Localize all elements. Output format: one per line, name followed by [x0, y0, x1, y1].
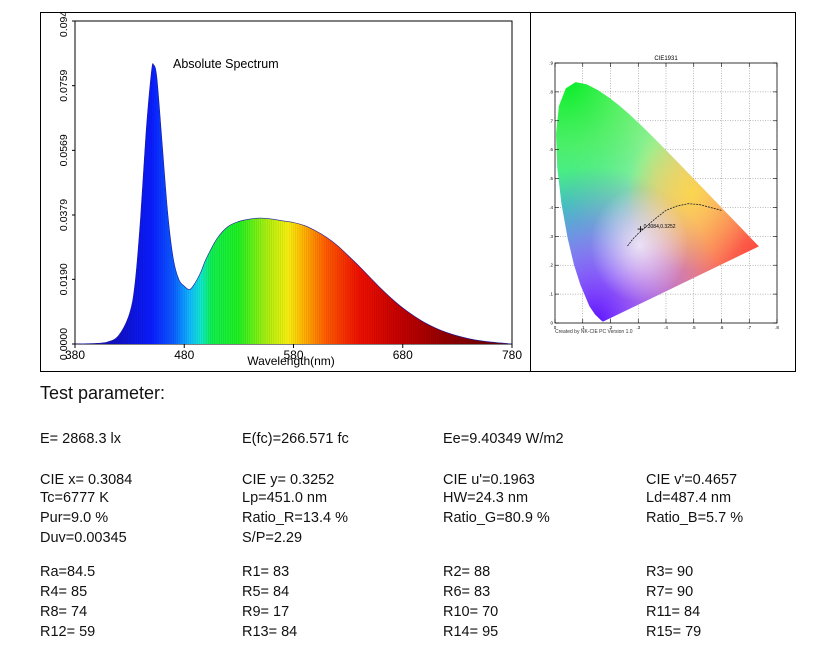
cie-y-tick-label: .3	[549, 234, 553, 239]
param-value: Ee=9.40349 W/m2	[443, 431, 564, 447]
cie-y-tick-label: .7	[549, 118, 553, 123]
y-tick-label: 0.0569	[58, 134, 70, 166]
y-tick-label: 0.0379	[58, 199, 70, 231]
cie-y-tick-label: .8	[549, 89, 553, 94]
y-tick-label: 0.0949	[58, 13, 70, 37]
cie-x-tick-label: .4	[664, 325, 668, 330]
param-value: HW=24.3 nm	[443, 490, 529, 506]
param-value: R3= 90	[646, 564, 694, 580]
cie-footer: Created by NK-CIE PC Version 1.0	[555, 329, 633, 335]
param-value: R2= 88	[443, 564, 491, 580]
y-tick-label: 0.0000	[58, 328, 70, 360]
cie-x-tick-label: .8	[775, 325, 779, 330]
y-tick-label: 0.0759	[58, 69, 70, 101]
x-tick-label: 580	[283, 348, 303, 362]
spectrum-xlabel: Wavelength(nm)	[247, 354, 335, 368]
param-value: R5= 84	[242, 584, 290, 600]
x-tick-label: 780	[502, 348, 522, 362]
param-value: S/P=2.29	[242, 530, 303, 546]
cie-y-tick-label: .5	[549, 176, 553, 181]
param-value: CIE x= 0.3084	[40, 472, 133, 488]
param-value: Ratio_R=13.4 %	[242, 510, 348, 526]
param-value: R6= 83	[443, 584, 491, 600]
cie-y-tick-label: .1	[549, 292, 553, 297]
param-value: CIE y= 0.3252	[242, 472, 335, 488]
param-value: R10= 70	[443, 604, 499, 620]
cie-x-tick-label: .2	[609, 325, 613, 330]
param-value: Tc=6777 K	[40, 490, 109, 506]
cie-x-tick-label: .7	[747, 325, 751, 330]
param-value: R15= 79	[646, 624, 702, 640]
param-value: CIE u'=0.1963	[443, 472, 535, 488]
param-value: CIE v'=0.4657	[646, 472, 738, 488]
cie-x-tick-label: .6	[720, 325, 724, 330]
x-tick-label: 380	[65, 348, 85, 362]
measured-point-label: 0.3084,0.3252	[644, 224, 676, 230]
param-value: R11= 84	[646, 604, 701, 620]
x-tick-label: 480	[174, 348, 194, 362]
cie-x-tick-label: .1	[581, 325, 585, 330]
param-value: E= 2868.3 lx	[40, 431, 122, 447]
param-value: Lp=451.0 nm	[242, 490, 328, 506]
cie-y-tick-label: .9	[549, 61, 553, 66]
spectrum-line	[74, 63, 513, 345]
spectrum-title: Absolute Spectrum	[173, 57, 279, 71]
param-value: R4= 85	[40, 584, 88, 600]
charts-frame: 380 480 580 680 780 0.0000 0.0190 0.0379 0.0569 0…	[40, 5, 796, 372]
param-value: E(fc)=266.571 fc	[242, 431, 349, 447]
param-value: Ratio_B=5.7 %	[646, 510, 744, 526]
cie-horseshoe	[556, 82, 759, 322]
cie-x-tick-label: .5	[692, 325, 696, 330]
param-value: R14= 95	[443, 624, 499, 640]
param-value: Ld=487.4 nm	[646, 490, 732, 506]
cie-y-tick-label: .2	[549, 263, 553, 268]
cie-title: CIE1931	[654, 56, 678, 62]
cie-x-tick-label: 0	[554, 325, 557, 330]
param-value: Pur=9.0 %	[40, 510, 109, 526]
cie-y-tick-label: .4	[549, 205, 553, 210]
absolute-spectrum-chart: 380 480 580 680 780 0.0000 0.0190 0.0379 0.0569 0…	[58, 5, 522, 368]
spectrum-panel: 380 480 580 680 780 0.0000 0.0190 0.0379 0.0569 0…	[41, 5, 531, 371]
test-parameter-title: Test parameter:	[40, 383, 166, 403]
x-tick-label: 680	[393, 348, 413, 362]
param-value: R1= 83	[242, 564, 290, 580]
param-value: R7= 90	[646, 584, 694, 600]
cie-y-tick-label: .6	[549, 147, 553, 152]
param-value: Ra=84.5	[40, 564, 96, 580]
cie-panel: 0.3084,0.3252 0 .1 .2 .3 .4 .5 .6 .7 .8 0 .1 .2 .3 .4.…	[531, 13, 795, 371]
param-value: Ratio_G=80.9 %	[443, 510, 550, 526]
planckian-locus	[626, 203, 722, 247]
cie1931-chart: 0.3084,0.3252 0 .1 .2 .3 .4 .5 .6 .7 .8 0 .1 .2 .3 .4.…	[549, 56, 779, 335]
cie-y-tick-label: 0	[550, 321, 553, 326]
cie-x-tick-label: .3	[636, 325, 640, 330]
param-value: R9= 17	[242, 604, 290, 620]
param-value: R12= 59	[40, 624, 96, 640]
y-tick-label: 0.0190	[58, 263, 70, 295]
param-value: R13= 84	[242, 624, 298, 640]
param-value: R8= 74	[40, 604, 88, 620]
param-value: Duv=0.00345	[40, 530, 127, 546]
